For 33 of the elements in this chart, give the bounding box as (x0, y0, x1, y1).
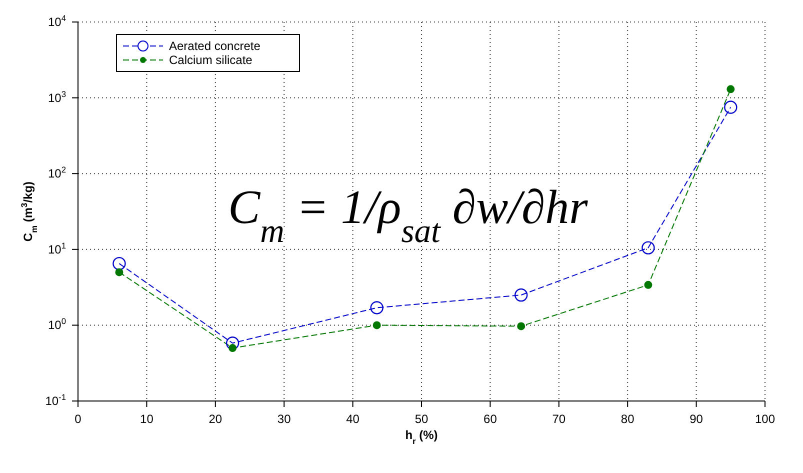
x-tick-label: 10 (140, 412, 154, 426)
y-tick-label: 10$^{4}$ (48, 13, 66, 29)
x-tick-label: 30 (277, 412, 292, 426)
point (112, 256, 126, 270)
x-tick-label: 80 (620, 412, 635, 426)
y-tick-label: 10$^{3}$ (48, 88, 66, 105)
legend-label: Aerated concrete (169, 39, 260, 53)
x-tick-label: 20 (208, 412, 222, 426)
annotation: C$_{m}$ = 1/ρ$_{sat}$ ∂w/∂hr (228, 181, 588, 250)
point (724, 100, 738, 114)
point (226, 336, 240, 350)
y-tick-label: 10$^{2}$ (48, 164, 66, 181)
x-tick-label: 60 (484, 412, 498, 426)
point (228, 344, 237, 352)
point (372, 321, 381, 330)
x-tick-label: 70 (552, 412, 566, 426)
point (726, 85, 735, 94)
legend-label: Calcium silicate (169, 53, 252, 67)
x-tick-label: 100 (754, 412, 776, 426)
y-tick-label: 10$^{-1}$ (45, 392, 66, 408)
x-tick-label: 0 (74, 412, 82, 426)
x-axis-title: h$_{r}$ (%) (405, 428, 438, 446)
point (514, 288, 528, 302)
point (370, 301, 384, 314)
point (642, 241, 655, 254)
y-tick-label: 10$^{1}$ (48, 240, 66, 256)
point (517, 322, 526, 330)
x-tick-label: 50 (414, 412, 428, 426)
x-tick-label: 90 (690, 412, 704, 426)
x-tick-label: 40 (346, 412, 360, 426)
y-tick-label: 10$^{0}$ (48, 316, 66, 332)
point (644, 280, 652, 289)
point (115, 268, 124, 276)
